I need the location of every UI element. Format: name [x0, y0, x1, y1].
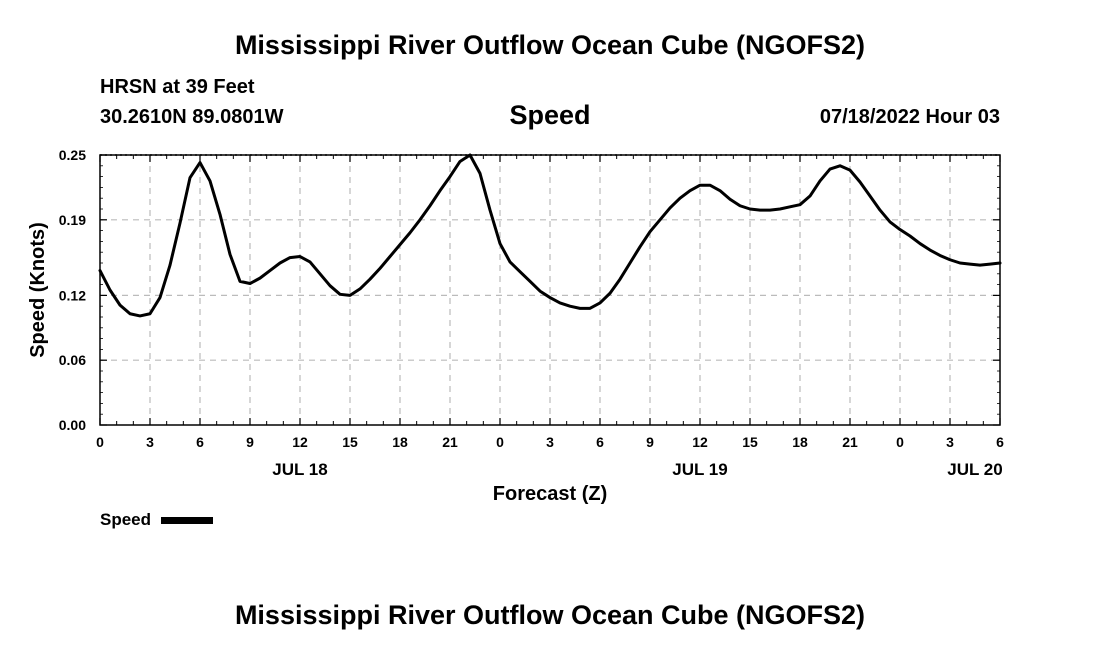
date-label: JUL 20: [947, 460, 1002, 479]
x-tick-label: 12: [292, 434, 308, 450]
y-tick-label: 0.25: [59, 147, 86, 163]
axis-ticks: [99, 154, 1001, 426]
y-tick-label: 0.00: [59, 417, 86, 433]
speed-series-line: [98, 153, 1002, 318]
main-title: Mississippi River Outflow Ocean Cube (NG…: [234, 30, 866, 60]
x-tick-label: 3: [946, 434, 954, 450]
y-tick-label: 0.12: [59, 287, 86, 303]
station-coordinates: 30.2610N 89.0801W: [100, 106, 284, 128]
grid: [100, 154, 1000, 425]
y-tick-label: 0.19: [59, 212, 86, 228]
x-tick-label: 18: [392, 434, 408, 450]
x-tick-label: 6: [196, 434, 204, 450]
legend: Speed: [100, 510, 213, 529]
date-label: JUL 18: [272, 460, 327, 479]
x-tick-label: 9: [646, 434, 654, 450]
x-tick-label: 21: [842, 434, 858, 450]
y-axis-label: Speed (Knots): [27, 222, 49, 358]
x-tick-label: 12: [692, 434, 708, 450]
forecast-timestamp: 07/18/2022 Hour 03: [819, 106, 1000, 128]
station-name: HRSN at 39 Feet: [100, 76, 255, 98]
legend-label: Speed: [100, 510, 151, 529]
x-tick-label: 15: [742, 434, 758, 450]
chart-title: Speed: [509, 100, 591, 130]
x-tick-label: 3: [146, 434, 154, 450]
x-tick-label: 6: [996, 434, 1004, 450]
date-label: JUL 19: [672, 460, 727, 479]
x-tick-label: 15: [342, 434, 358, 450]
legend-swatch: [161, 517, 213, 524]
x-tick-label: 18: [792, 434, 808, 450]
x-tick-label: 3: [546, 434, 554, 450]
x-axis-label: Forecast (Z): [493, 483, 607, 505]
footer-title: Mississippi River Outflow Ocean Cube (NG…: [234, 600, 866, 630]
x-tick-label: 0: [496, 434, 504, 450]
y-tick-label: 0.06: [59, 352, 86, 368]
x-tick-label: 0: [96, 434, 104, 450]
x-tick-label: 9: [246, 434, 254, 450]
x-tick-label: 0: [896, 434, 904, 450]
x-tick-label: 21: [442, 434, 458, 450]
x-tick-label: 6: [596, 434, 604, 450]
